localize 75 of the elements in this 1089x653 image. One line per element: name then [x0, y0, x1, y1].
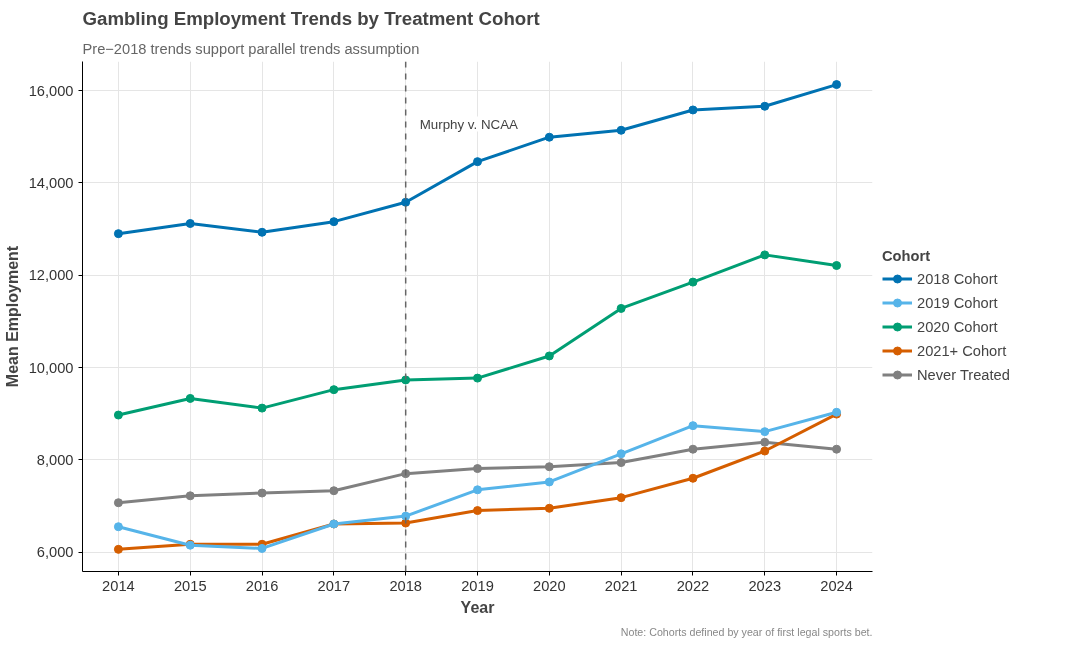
point [401, 511, 411, 521]
point [113, 498, 123, 508]
y-tick-label: 8,000 [36, 451, 74, 468]
point [257, 488, 267, 498]
y-tick-label: 14,000 [28, 174, 74, 191]
point [760, 437, 770, 447]
point [616, 458, 626, 468]
x-tick-label: 2014 [102, 577, 135, 594]
point [401, 197, 411, 207]
point [760, 101, 770, 111]
legend-label: 2020 Cohort [917, 318, 998, 335]
point [257, 403, 267, 413]
y-axis-title: Mean Employment [3, 245, 21, 388]
x-tick-label: 2019 [461, 577, 494, 594]
x-axis-title: Year [460, 598, 495, 616]
legend-label: 2021+ Cohort [917, 342, 1007, 359]
point [329, 486, 339, 496]
legend-label: 2018 Cohort [917, 270, 998, 287]
point [832, 444, 842, 454]
point [113, 229, 123, 239]
point [544, 503, 554, 513]
legend-label: Never Treated [917, 366, 1010, 383]
y-tick-label: 6,000 [36, 544, 74, 561]
point [616, 449, 626, 459]
point [760, 250, 770, 260]
point [688, 105, 698, 115]
point [257, 227, 267, 237]
ref-line-label: Murphy v. NCAA [419, 116, 519, 132]
point [544, 477, 554, 487]
text: Note: Cohorts defined by year of first legal sports bet. [620, 625, 873, 638]
point [616, 125, 626, 135]
y-tick-label: 16,000 [28, 82, 74, 99]
point [329, 217, 339, 227]
y-tick-label: 10,000 [28, 359, 74, 376]
point [473, 464, 482, 474]
x-tick-label: 2022 [676, 577, 710, 594]
x-tick-label: 2021 [604, 577, 638, 594]
x-tick-label: 2018 [389, 577, 422, 594]
point [688, 277, 698, 287]
y-tick-label: 12,000 [28, 267, 74, 284]
chart-subtitle: Pre−2018 trends support parallel trends assumption [82, 40, 420, 57]
point [185, 393, 195, 403]
point [113, 522, 123, 532]
x-tick-label: 2024 [820, 577, 853, 594]
point [401, 375, 411, 385]
point [473, 157, 482, 167]
point [185, 219, 195, 228]
point [544, 462, 554, 472]
point [473, 373, 482, 383]
x-tick-label: 2015 [173, 577, 207, 594]
point [329, 385, 339, 395]
point [473, 485, 482, 495]
legend-title: Cohort [882, 247, 932, 264]
point [113, 544, 123, 554]
point [760, 427, 770, 437]
point [257, 543, 267, 553]
point [185, 491, 195, 501]
chart-title: Gambling Employment Trends by Treatment Cohort [82, 7, 540, 29]
point [832, 80, 842, 90]
point [544, 132, 554, 142]
point [760, 446, 770, 456]
point [688, 473, 698, 483]
x-tick-label: 2023 [748, 577, 782, 594]
point [688, 444, 698, 454]
x-tick-label: 2017 [317, 577, 351, 594]
legend-label: 2019 Cohort [917, 294, 998, 311]
point [473, 506, 482, 516]
point [832, 261, 842, 270]
point [616, 493, 626, 503]
point [688, 421, 698, 431]
point [113, 410, 123, 420]
x-tick-label: 2020 [533, 577, 566, 594]
point [616, 303, 626, 313]
point [544, 351, 554, 361]
x-tick-label: 2016 [245, 577, 279, 594]
